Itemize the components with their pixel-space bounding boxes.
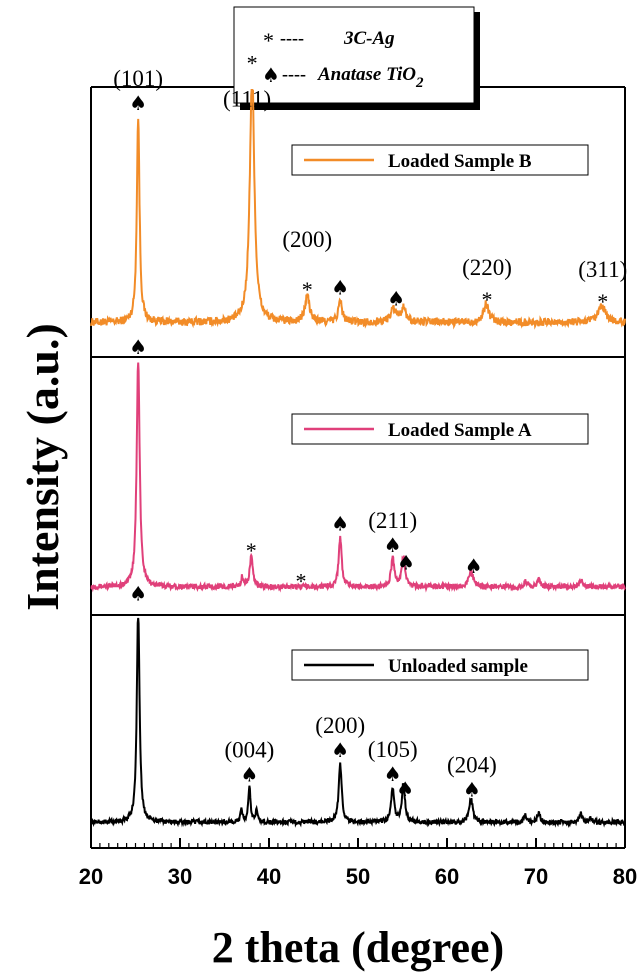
panel-legend-unloaded: Unloaded sample <box>291 649 589 681</box>
anatase-peak-marker: ♠ <box>129 582 147 606</box>
series-line-loaded-a <box>90 362 626 593</box>
y-axis-title: Intensity (a.u.) <box>17 323 68 611</box>
annotation-layer: ♠(101)*(111)*(200)♠ ♠ *(220)*(311)♠**♠♠(21… <box>113 51 627 802</box>
ag-peak-marker: * <box>302 277 313 302</box>
panel-legend-a-label: Loaded Sample A <box>388 420 532 441</box>
miller-index-label: (211) <box>368 508 417 533</box>
miller-index-label: (101) <box>113 66 163 91</box>
panel-legend-b: Loaded Sample B <box>291 144 589 176</box>
ag-peak-marker: * <box>597 289 608 314</box>
ag-peak-marker: * <box>296 569 307 594</box>
series-line-loaded-b <box>90 89 626 330</box>
x-ticks: 20 30 40 50 60 70 80 <box>79 838 637 889</box>
miller-index-label: (105) <box>368 737 418 762</box>
anatase-peak-marker: ♠ <box>331 511 349 535</box>
anatase-peak-marker: ♠ <box>463 778 481 802</box>
anatase-peak-marker: ♠ <box>387 287 405 311</box>
miller-index-label: (111) <box>223 87 271 112</box>
ag-peak-marker: * <box>246 538 257 563</box>
x-tick-label: 70 <box>524 864 548 889</box>
anatase-peak-marker: ♠ <box>465 554 483 578</box>
anatase-peak-marker: ♠ <box>384 533 402 557</box>
series-layer <box>90 89 626 829</box>
miller-index-label: (204) <box>447 753 497 778</box>
miller-index-label: (200) <box>282 227 332 252</box>
legend-dash-1: ---- <box>280 28 304 48</box>
top-legend: * ---- 3C-Ag ♠ ---- Anatase TiO2 <box>233 6 480 110</box>
x-tick-label: 80 <box>613 864 637 889</box>
legend-star-marker: * <box>263 28 274 53</box>
panel-legend-unloaded-label: Unloaded sample <box>388 656 528 677</box>
anatase-peak-marker: ♠ <box>331 276 349 300</box>
miller-index-label: (311) <box>578 257 627 282</box>
anatase-peak-marker: ♠ <box>129 335 147 359</box>
anatase-peak-marker: ♠ <box>396 777 414 801</box>
miller-index-label: (220) <box>462 255 512 280</box>
anatase-peak-marker: ♠ <box>331 738 349 762</box>
x-tick-label: 20 <box>79 864 103 889</box>
ag-peak-marker: * <box>482 287 493 312</box>
legend-dash-2: ---- <box>282 64 306 84</box>
legend-tio2-label: Anatase TiO2 <box>317 64 424 91</box>
series-line-unloaded <box>90 617 626 829</box>
legend-ag-label: 3C-Ag <box>343 28 395 49</box>
x-tick-label: 30 <box>168 864 192 889</box>
panel-legend-a: Loaded Sample A <box>291 413 589 445</box>
ag-peak-marker: * <box>247 51 258 76</box>
anatase-peak-marker: ♠ <box>384 762 402 786</box>
x-tick-label: 40 <box>257 864 281 889</box>
panel-legend-b-label: Loaded Sample B <box>388 151 532 172</box>
x-tick-label: 50 <box>346 864 370 889</box>
miller-index-label: (200) <box>315 713 365 738</box>
miller-index-label: (004) <box>225 737 275 762</box>
x-axis-title: 2 theta (degree) <box>212 923 504 972</box>
x-tick-label: 60 <box>435 864 459 889</box>
anatase-peak-marker: ♠ <box>129 91 147 115</box>
anatase-peak-marker: ♠ <box>397 551 415 575</box>
legend-spade-marker: ♠ <box>262 63 280 87</box>
top-legend-box <box>233 6 475 104</box>
anatase-peak-marker: ♠ <box>240 762 258 786</box>
